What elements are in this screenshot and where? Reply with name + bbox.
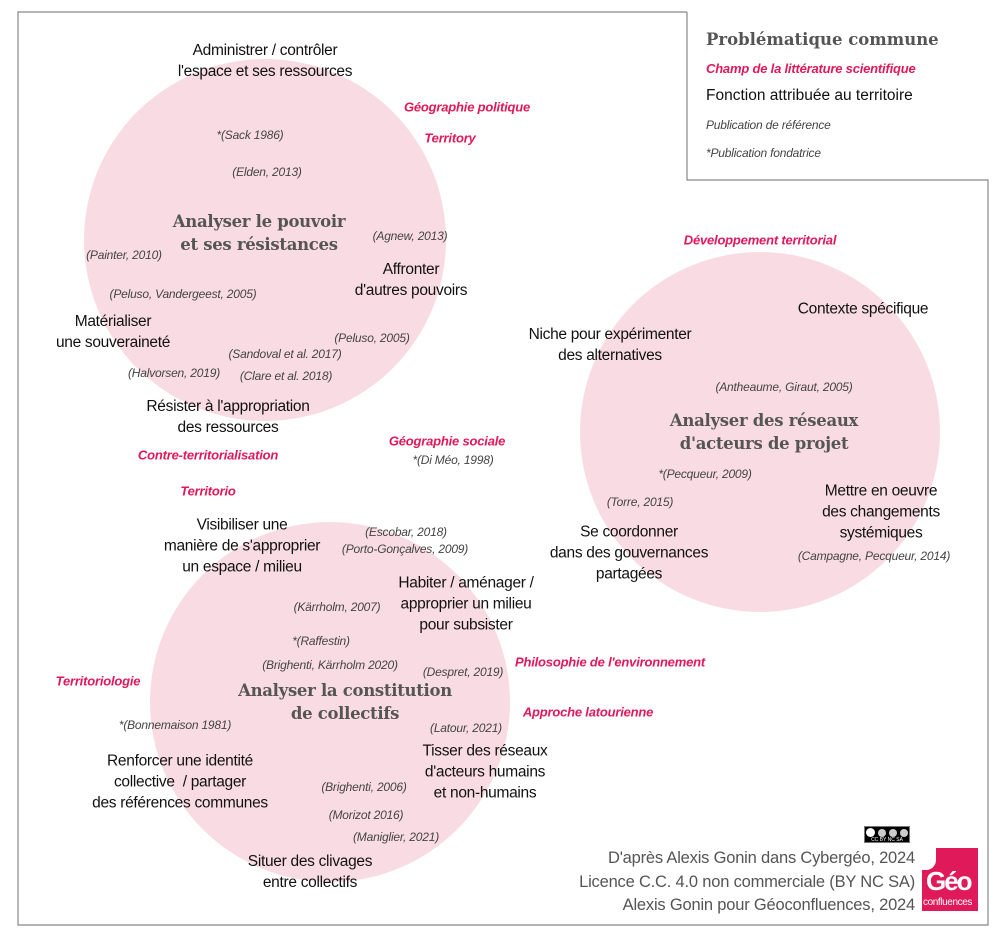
reference: (Porto-Gonçalves, 2009): [341, 542, 469, 556]
legend-fonction: Fonction attribuée au territoire: [706, 87, 913, 104]
reference: (Escobar, 2018): [365, 525, 447, 539]
field-label: Territory: [424, 130, 476, 146]
title-reseaux: Analyser des réseaux d'acteurs de projet: [669, 411, 859, 453]
function-label: Contexte spécifique: [797, 300, 929, 318]
circle-pouvoir: [84, 59, 446, 421]
function-label: Affronter d'autres pouvoirs: [354, 261, 468, 299]
function-label: Renforcer une identité collective / part…: [92, 752, 268, 812]
reference: (Antheaume, Giraut, 2005): [715, 380, 853, 394]
field-label: Territorio: [180, 483, 236, 499]
function-label: Situer des clivages entre collectifs: [247, 853, 373, 891]
field-label: Développement territorial: [683, 232, 837, 248]
function-label: Habiter / aménager / approprier un milie…: [398, 574, 534, 634]
function-label: Mettre en oeuvre des changements systémi…: [822, 482, 940, 542]
reference: (Brighenti, 2006): [321, 780, 407, 794]
credit-author: Alexis Gonin pour Géoconfluences, 2024: [622, 896, 916, 914]
reference: (Peluso, Vandergeest, 2005): [109, 287, 257, 301]
field-label: Approche latourienne: [522, 704, 654, 720]
reference: (Clare et al. 2018): [239, 369, 333, 383]
reference: (Elden, 2013): [232, 165, 302, 179]
title-collectifs: Analyser la constitution de collectifs: [238, 681, 452, 723]
reference: (Peluso, 2005): [334, 331, 410, 345]
reference: *(Bonnemaison 1981): [118, 718, 232, 732]
function-label: Visibiliser une manière de s'approprier …: [163, 516, 321, 576]
title-pouvoir: Analyser le pouvoir et ses résistances: [172, 212, 346, 254]
field-label: Géographie politique: [403, 99, 531, 115]
field-label: Contre-territorialisation: [137, 447, 279, 463]
reference: (Kärrholm, 2007): [293, 600, 381, 614]
reference: (Sandoval et al. 2017): [228, 347, 342, 361]
field-label: Territoriologie: [55, 673, 141, 689]
reference: (Morizot 2016): [328, 808, 404, 822]
circle-collectifs: [150, 522, 510, 882]
circle-reseaux: [580, 252, 940, 612]
function-label: Tisser des réseaux d'acteurs humains et …: [422, 742, 548, 802]
reference: *(Di Méo, 1998): [412, 453, 494, 467]
reference: *(Raffestin): [292, 634, 350, 648]
reference: (Campagne, Pecqueur, 2014): [797, 549, 951, 563]
function-label: Matérialiser une souveraineté: [55, 313, 171, 351]
legend-publication: Publication de référence: [706, 118, 831, 132]
logo-subtext: confluences: [923, 897, 972, 908]
credit-source: D'après Alexis Gonin dans Cybergéo, 2024: [607, 849, 915, 867]
legend-problematique: Problématique commune: [706, 30, 939, 49]
cc-license-icon: cc by nc sa: [864, 826, 910, 843]
function-label: Résister à l'appropriation des ressource…: [146, 398, 310, 436]
frame-border: [17, 11, 989, 926]
logo-text: Géo: [926, 866, 973, 896]
reference: (Halvorsen, 2019): [128, 366, 220, 380]
reference: *(Pecqueur, 2009): [658, 467, 752, 481]
reference: *(Sack 1986): [216, 128, 284, 142]
reference: (Torre, 2015): [606, 495, 674, 509]
function-label: Niche pour expérimenter des alternatives: [528, 326, 692, 364]
reference: (Agnew, 2013): [372, 229, 448, 243]
legend-champ: Champ de la littérature scientifique: [706, 61, 916, 76]
legend-fondatrice: *Publication fondatrice: [706, 146, 821, 160]
reference: (Despret, 2019): [422, 665, 504, 679]
credit-license: Licence C.C. 4.0 non commerciale (BY NC …: [579, 873, 915, 891]
function-label: Administrer / contrôler l'espace et ses …: [177, 42, 353, 80]
reference: (Brighenti, Kärrholm 2020): [262, 658, 398, 672]
reference: (Latour, 2021): [430, 721, 502, 735]
field-label: Philosophie de l'environnement: [515, 654, 705, 670]
field-label: Géographie sociale: [388, 433, 506, 449]
reference: (Maniglier, 2021): [353, 830, 439, 844]
license-badge-text: cc by nc sa: [871, 837, 903, 843]
reference: (Painter, 2010): [86, 248, 162, 262]
function-label: Se coordonner dans des gouvernances part…: [549, 523, 709, 583]
geoconfluences-logo: Géo confluences: [922, 848, 978, 911]
